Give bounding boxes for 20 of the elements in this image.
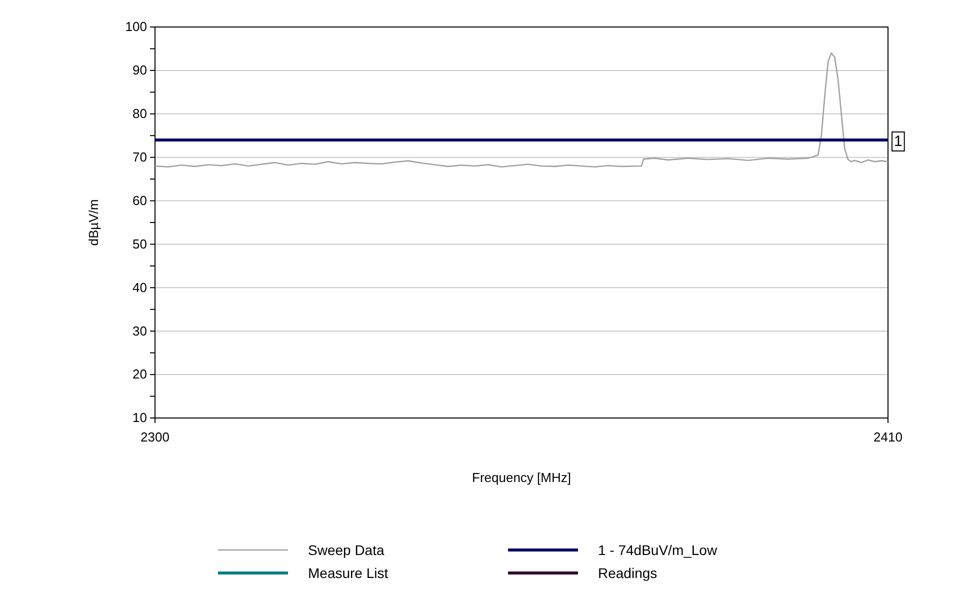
y-tick-label: 100 [125, 19, 147, 34]
y-tick-label: 80 [132, 106, 147, 122]
y-tick-label: 40 [132, 280, 147, 295]
y-tick-label: 60 [132, 192, 147, 208]
line-series [154, 52, 889, 168]
y-axis-title: dBµV/m [86, 199, 101, 246]
x-axis-title: Frequency [MHz] [472, 470, 571, 485]
legend-label: Readings [598, 565, 658, 581]
x-tick-label: 2410 [874, 430, 902, 445]
y-tick-label: 50 [132, 236, 147, 252]
y-tick-label: 30 [132, 323, 147, 338]
y-tick-label: 90 [132, 62, 147, 78]
legend-label: Measure List [308, 565, 388, 581]
annotation: 1 [894, 132, 902, 150]
legend-label: Sweep Data [308, 542, 384, 558]
y-tick-label: 10 [132, 410, 147, 426]
y-tick-label: 70 [132, 149, 147, 164]
y-tick-label: 20 [132, 366, 147, 382]
legend-label: 1 - 74dBuV/m_Low [598, 542, 718, 558]
x-tick-label: 2300 [140, 430, 170, 445]
